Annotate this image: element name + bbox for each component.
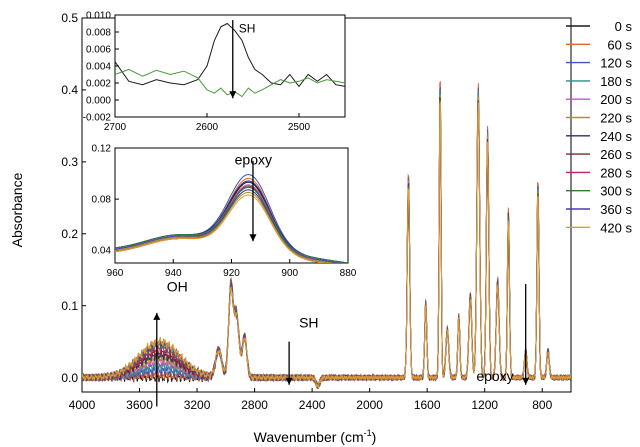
- y-tick-label: 0.004: [86, 62, 111, 73]
- y-tick-label: 0.12: [92, 144, 112, 155]
- y-tick-label: 0.2: [61, 227, 78, 241]
- legend-label: 360 s: [600, 202, 632, 217]
- x-tick-label: 3600: [126, 398, 153, 412]
- legend-label: 120 s: [600, 56, 632, 71]
- legend-label: 300 s: [600, 184, 632, 199]
- x-tick-label: 800: [532, 398, 552, 412]
- y-tick-label: 0.04: [92, 246, 112, 257]
- legend-label: 280 s: [600, 165, 632, 180]
- annotation-arrow-head: [249, 234, 257, 242]
- inset-epoxy-lines: [115, 173, 348, 263]
- annotation-label: SH: [299, 314, 318, 330]
- x-axis-label: Wavenumber (cm-1): [254, 428, 377, 445]
- x-tick-label: 2000: [356, 398, 383, 412]
- legend-label: 0 s: [615, 19, 633, 34]
- y-tick-label: 0.006: [86, 45, 111, 56]
- inset-sh-plot: 2700 2600 2500 -0.002 0.000 0.002 0.004 0.006 0.…: [83, 11, 346, 133]
- x-tick-label: 4000: [69, 398, 96, 412]
- plot-frame: [114, 14, 346, 118]
- annotation-arrow-head: [522, 377, 530, 385]
- x-tick-label: 2600: [196, 122, 219, 133]
- legend: 0 s 60 s 120 s 180 s 200 s 220 s 240 s 260 s 280…: [566, 19, 632, 235]
- x-tick-label: 2700: [104, 122, 127, 133]
- x-tick-label: 3200: [184, 398, 211, 412]
- x-tick-label: 920: [223, 268, 240, 279]
- x-axis-label-main: Wavenumber (cm: [254, 429, 364, 445]
- y-tick-label: 0.3: [61, 155, 78, 169]
- inset-epoxy-line: [115, 186, 348, 263]
- y-tick-label: 0.4: [61, 83, 78, 97]
- y-tick-label: 0.5: [61, 11, 78, 25]
- legend-label: 420 s: [600, 220, 632, 235]
- x-tick-label: 2800: [241, 398, 268, 412]
- legend-label: 60 s: [607, 37, 632, 52]
- y-tick-label: -0.002: [83, 113, 112, 124]
- annotation-label: OH: [167, 278, 188, 294]
- x-tick-label: 940: [165, 268, 182, 279]
- main-plot-area: 4000 3600 3200 2800 2400 2000 1600 1200 800 0.0 0.…: [61, 11, 572, 412]
- inset-epoxy-line: [115, 191, 335, 263]
- legend-label: 220 s: [600, 111, 632, 126]
- legend-label: 240 s: [600, 129, 632, 144]
- inset-epoxy-line: [115, 189, 343, 263]
- x-tick-label: 1600: [414, 398, 441, 412]
- x-tick-label: 1200: [471, 398, 498, 412]
- x-axis-label-close: ): [372, 429, 377, 445]
- spectra-lines: [82, 80, 571, 390]
- annotation-arrow-head: [153, 312, 161, 320]
- y-tick-label: 0.08: [92, 195, 112, 206]
- series-line: [82, 101, 571, 389]
- annotation-label: epoxy: [476, 368, 513, 384]
- inset-sh-line: [114, 68, 346, 98]
- inset-sh-line: [114, 22, 346, 88]
- y-tick-label: 0.008: [86, 28, 111, 39]
- legend-label: 260 s: [600, 147, 632, 162]
- x-tick-label: 900: [281, 268, 298, 279]
- y-axis-label: Absorbance: [9, 172, 25, 247]
- y-tick-label: 0.002: [86, 79, 111, 90]
- legend-label: 180 s: [600, 74, 632, 89]
- y-tick-label: 0.010: [86, 11, 111, 22]
- x-tick-label: 2500: [288, 122, 311, 133]
- inset-epoxy-plot: 960 940 920 900 880 0.04 0.08 0.12 epoxy: [92, 144, 357, 280]
- annotation-arrow-head: [229, 91, 237, 99]
- x-tick-label: 960: [107, 268, 124, 279]
- x-axis-label-sup: -1: [364, 428, 372, 438]
- y-tick-label: 0.1: [61, 299, 78, 313]
- y-tick-label: 0.000: [86, 96, 111, 107]
- x-tick-label: 2400: [299, 398, 326, 412]
- inset-epoxy-line: [115, 194, 326, 263]
- inset-sh-annotation: SH: [239, 21, 256, 35]
- annotation-arrow-head: [285, 377, 293, 385]
- y-tick-label: 0.0: [61, 371, 78, 385]
- legend-label: 200 s: [600, 92, 632, 107]
- inset-epoxy-annotation: epoxy: [235, 152, 272, 168]
- x-tick-label: 880: [340, 268, 357, 279]
